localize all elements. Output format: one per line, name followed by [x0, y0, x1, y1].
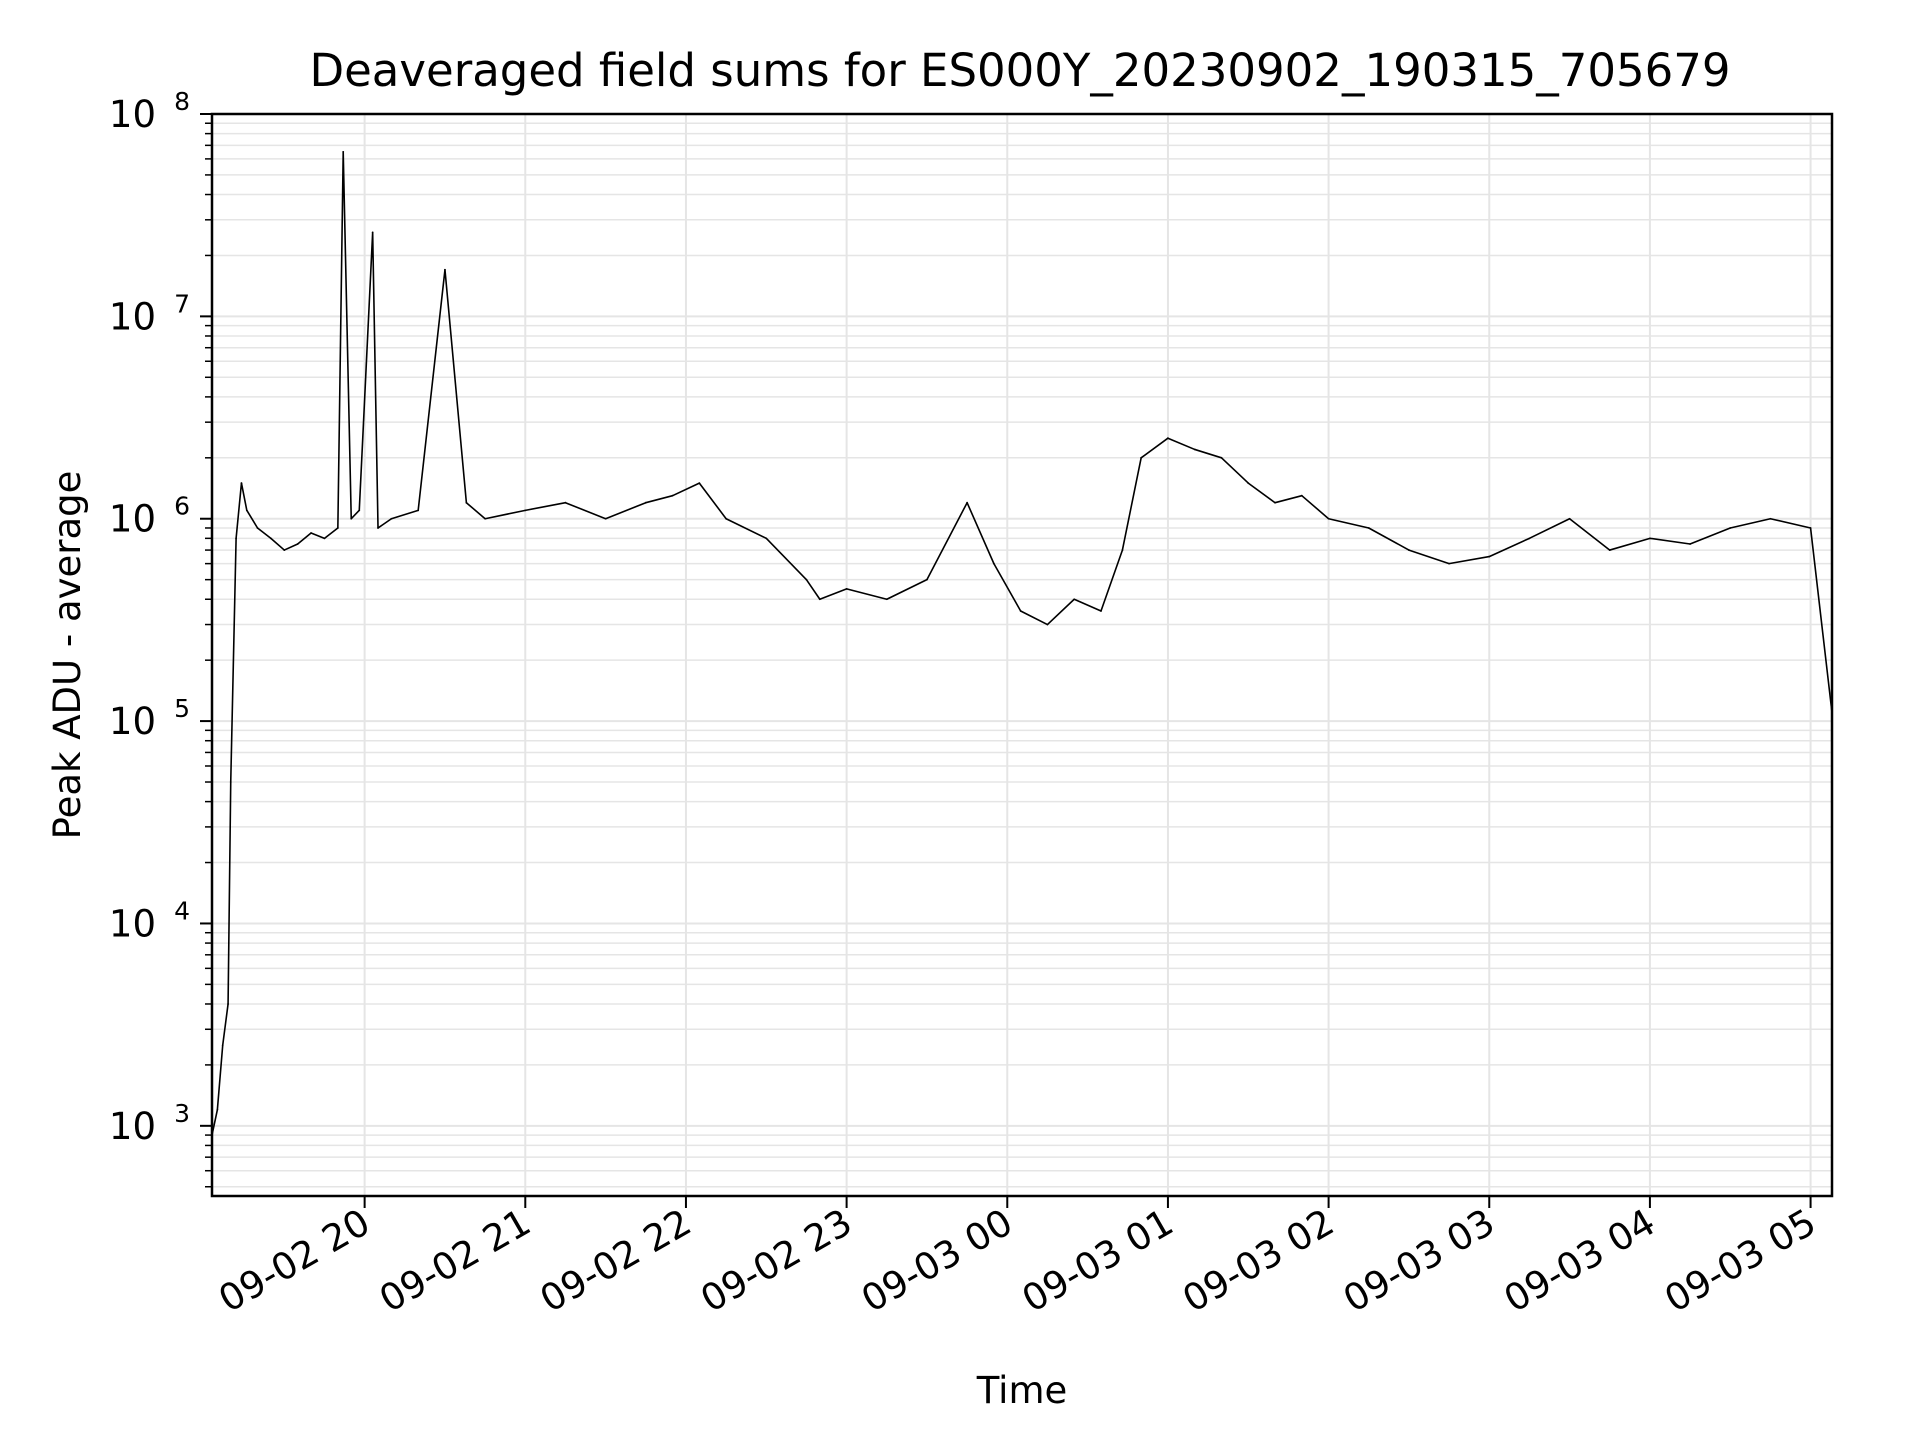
data-point: [644, 501, 647, 504]
data-point: [698, 482, 701, 484]
data-point: [564, 501, 567, 504]
data-point: [524, 509, 527, 512]
data-point: [336, 527, 339, 529]
y-tick-label: 10: [109, 1105, 156, 1148]
data-point: [283, 549, 286, 551]
data-point: [1300, 494, 1303, 497]
data-point: [1689, 543, 1691, 545]
y-tick-label: 10: [109, 902, 156, 945]
y-axis: 10 3 10 4 10 5 10 6 10 7 10 8: [109, 87, 212, 1188]
y-tick-label: 10: [109, 93, 156, 136]
data-point: [342, 150, 345, 153]
y-tick-exponent: 3: [174, 1099, 190, 1128]
data-point: [350, 517, 353, 520]
data-point: [1528, 537, 1531, 540]
chart-title: Deaveraged field sums for ES000Y_2023090…: [309, 44, 1730, 97]
y-tick-exponent: 5: [174, 694, 190, 723]
data-point: [390, 517, 393, 520]
y-tick-label: 10: [109, 498, 156, 541]
data-point: [1448, 562, 1450, 565]
data-point: [323, 537, 326, 540]
y-tick-exponent: 8: [174, 87, 190, 116]
data-point: [1729, 527, 1732, 529]
minor-gridlines: [212, 122, 1832, 1188]
y-tick-label: 10: [109, 295, 156, 338]
plot-frame: [210, 112, 1834, 1198]
data-point: [1488, 555, 1491, 558]
data-point: [1247, 482, 1250, 484]
data-point: [235, 537, 237, 540]
series-layer: [211, 150, 1833, 1136]
data-point: [1019, 610, 1022, 612]
x-axis-label: Time: [976, 1369, 1068, 1412]
y-axis-label: Peak ADU - average: [46, 471, 89, 840]
series-line: [211, 151, 1833, 1136]
data-point: [358, 509, 361, 512]
data-point: [371, 231, 374, 234]
y-tick-exponent: 6: [174, 492, 190, 521]
data-point: [216, 1108, 219, 1111]
data-point: [1140, 456, 1143, 459]
data-point: [725, 517, 728, 520]
data-point: [845, 588, 848, 590]
data-point: [885, 598, 888, 601]
data-point: [417, 509, 420, 512]
y-tick-label: 10: [109, 700, 156, 743]
data-point: [818, 598, 821, 601]
data-point: [1046, 623, 1049, 626]
data-point: [1367, 527, 1370, 529]
y-tick-exponent: 4: [174, 896, 190, 925]
data-point: [1274, 501, 1276, 504]
data-point: [221, 1044, 224, 1047]
data-point: [1649, 537, 1651, 540]
data-point: [1220, 456, 1223, 459]
data-point: [1193, 448, 1196, 451]
data-point: [484, 517, 487, 520]
data-point: [1568, 517, 1571, 520]
data-point: [805, 578, 808, 581]
data-point: [765, 537, 768, 540]
data-point: [227, 1003, 229, 1005]
data-point: [1809, 527, 1812, 529]
data-point: [465, 501, 468, 504]
data-point: [671, 494, 674, 497]
data-point: [1608, 549, 1611, 551]
data-point: [377, 527, 379, 529]
data-point: [604, 517, 607, 520]
data-point: [256, 527, 259, 529]
data-point: [296, 543, 299, 545]
data-point: [270, 537, 272, 540]
data-point: [992, 562, 995, 565]
data-point: [1408, 549, 1410, 551]
y-tick-exponent: 7: [174, 289, 190, 318]
data-point: [1073, 598, 1076, 601]
data-point: [444, 268, 446, 271]
data-point: [1167, 437, 1169, 440]
data-point: [240, 482, 243, 484]
data-point: [1769, 517, 1772, 520]
data-point: [310, 532, 312, 534]
data-point: [1100, 610, 1102, 612]
data-point: [1327, 517, 1330, 520]
data-point: [1121, 549, 1124, 551]
data-point: [926, 578, 928, 581]
data-point: [966, 501, 969, 504]
data-point: [229, 781, 232, 783]
data-point: [245, 509, 248, 512]
